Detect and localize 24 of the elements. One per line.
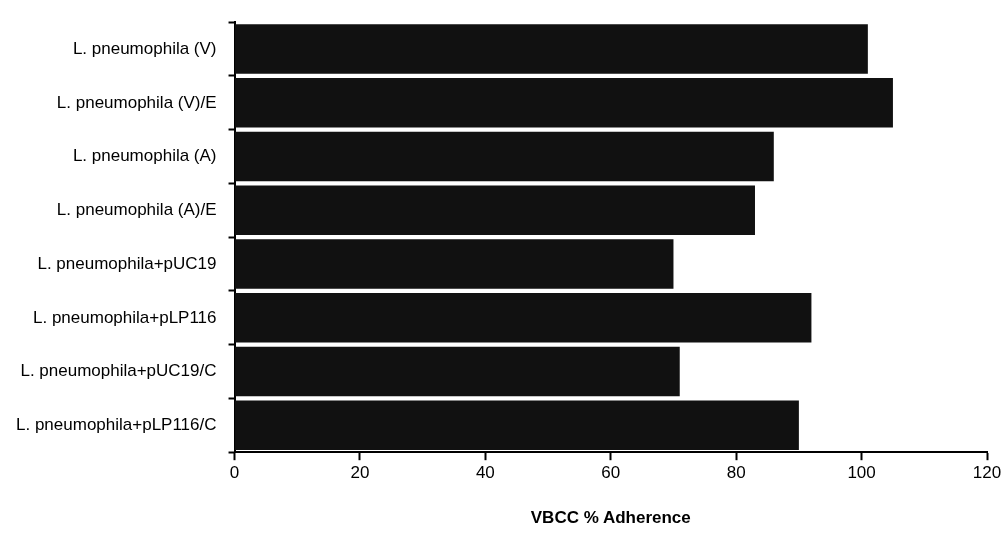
y-tick-label: L. pneumophila (A) [72,146,217,166]
bar [235,293,812,343]
bar [235,131,774,182]
x-tick-label: 20 [350,463,370,483]
x-tick-label: 60 [601,463,621,483]
x-tick-label: 80 [726,463,746,483]
bar [235,24,868,74]
bar [235,346,680,397]
bar [235,185,755,236]
bar [235,239,674,289]
x-tick-label: 100 [847,463,876,483]
y-tick-label: L. pneumophila+pUC19 [37,253,217,273]
x-tick-label: 40 [475,463,495,483]
bar [235,400,799,451]
bar [235,78,893,128]
x-tick-label: 0 [229,463,240,483]
y-tick-label: L. pneumophila+pUC19/C [20,361,217,381]
y-tick-label: L. pneumophila (V)/E [56,92,217,112]
x-axis-title: VBCC % Adherence [530,508,691,528]
y-tick-label: L. pneumophila (V) [72,38,217,58]
x-tick-label: 120 [972,463,1002,483]
y-tick-label: L. pneumophila (A)/E [56,200,217,220]
y-tick-label: L. pneumophila+pLP116 [33,307,217,327]
y-tick-label: L. pneumophila+pLP116/C [16,415,217,435]
